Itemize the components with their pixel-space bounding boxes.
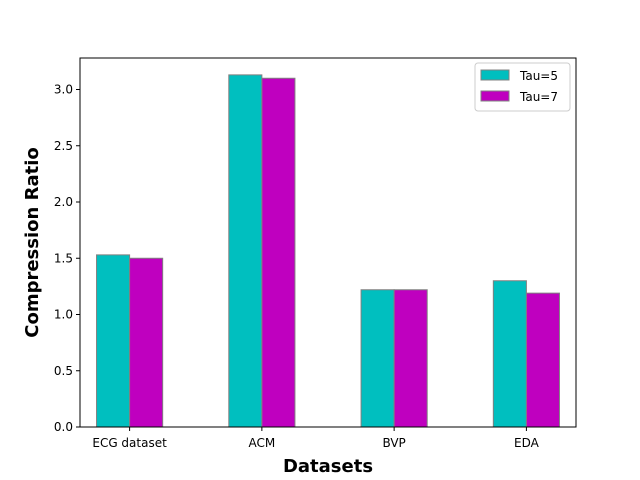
y-tick-label: 2.0 xyxy=(54,195,73,209)
bar-tau5-bvp xyxy=(360,289,395,428)
plot-frame xyxy=(79,57,577,428)
x-tick-label: ECG dataset xyxy=(92,436,167,450)
legend-label-tau7: Tau=7 xyxy=(519,90,558,104)
y-tick-label: 0.0 xyxy=(54,420,73,434)
y-axis-title: Compression Ratio xyxy=(22,147,43,338)
x-tick-label: EDA xyxy=(514,436,540,450)
bars-layer xyxy=(96,74,560,428)
bar-tau5-acm xyxy=(228,74,263,428)
legend: Tau=5 Tau=7 xyxy=(474,62,571,112)
y-tick-label: 1.0 xyxy=(54,308,73,322)
legend-swatch-tau5 xyxy=(480,69,510,81)
bar-tau5-ecg-dataset xyxy=(96,254,131,428)
y-axis: 0.0 0.5 1.0 1.5 2.0 2.5 3.0 xyxy=(54,83,80,434)
bar-tau7-eda xyxy=(525,292,560,428)
x-tick-label: BVP xyxy=(382,436,405,450)
y-tick-label: 1.5 xyxy=(54,251,73,265)
y-tick-label: 3.0 xyxy=(54,83,73,97)
bar-tau5-eda xyxy=(492,280,527,428)
x-axis-title: Datasets xyxy=(283,456,373,477)
y-tick-label: 2.5 xyxy=(54,139,73,153)
y-tick-label: 0.5 xyxy=(54,364,73,378)
bar-tau7-acm xyxy=(261,77,296,428)
x-axis: ECG dataset ACM BVP EDA xyxy=(92,427,540,450)
x-tick-label: ACM xyxy=(248,436,275,450)
bar-tau7-ecg-dataset xyxy=(129,257,164,428)
legend-swatch-tau7 xyxy=(480,90,510,102)
legend-label-tau5: Tau=5 xyxy=(519,69,558,83)
bar-tau7-bvp xyxy=(393,289,428,428)
